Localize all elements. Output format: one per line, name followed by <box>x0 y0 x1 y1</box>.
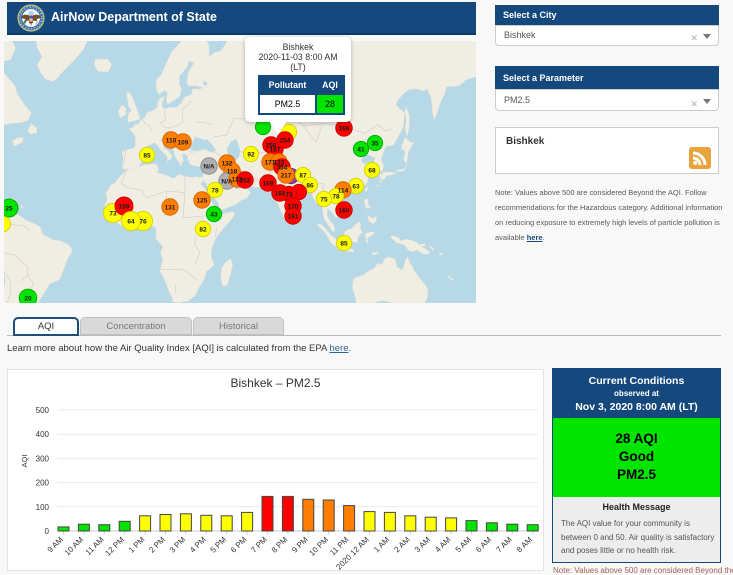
svg-text:114: 114 <box>338 187 349 194</box>
svg-text:10 PM: 10 PM <box>307 535 330 558</box>
svg-text:6 AM: 6 AM <box>474 535 493 554</box>
svg-text:7 PM: 7 PM <box>249 535 269 555</box>
svg-text:166: 166 <box>339 125 350 132</box>
svg-text:43: 43 <box>210 211 218 218</box>
svg-text:85: 85 <box>143 152 151 159</box>
svg-text:171: 171 <box>265 159 276 166</box>
svg-text:85: 85 <box>340 240 348 247</box>
svg-text:131: 131 <box>165 204 176 211</box>
svg-text:165: 165 <box>275 190 286 197</box>
svg-text:73: 73 <box>109 210 117 217</box>
svg-text:100: 100 <box>36 503 50 512</box>
svg-text:82: 82 <box>199 226 207 233</box>
svg-text:3 AM: 3 AM <box>413 535 432 554</box>
svg-text:187: 187 <box>270 146 281 153</box>
svg-text:78: 78 <box>211 187 219 194</box>
svg-text:8 PM: 8 PM <box>270 535 290 555</box>
svg-text:92: 92 <box>247 151 255 158</box>
svg-text:86: 86 <box>306 182 314 189</box>
svg-text:5 PM: 5 PM <box>209 535 229 555</box>
svg-text:254: 254 <box>280 137 291 144</box>
svg-text:300: 300 <box>36 454 50 463</box>
svg-text:156: 156 <box>266 142 277 149</box>
svg-text:73: 73 <box>285 191 293 198</box>
svg-text:217: 217 <box>281 172 292 179</box>
svg-text:160: 160 <box>339 207 350 214</box>
svg-text:2 PM: 2 PM <box>147 535 167 555</box>
svg-text:5 AM: 5 AM <box>454 535 473 554</box>
svg-text:118: 118 <box>227 168 238 175</box>
svg-text:78: 78 <box>332 193 340 200</box>
svg-text:132: 132 <box>222 160 233 167</box>
svg-text:10 AM: 10 AM <box>63 535 86 558</box>
svg-text:87: 87 <box>299 172 307 179</box>
svg-text:75: 75 <box>320 196 328 203</box>
svg-text:20: 20 <box>24 295 32 302</box>
svg-text:6 PM: 6 PM <box>229 535 249 555</box>
svg-text:8 AM: 8 AM <box>515 535 534 554</box>
svg-text:1 AM: 1 AM <box>372 535 391 554</box>
svg-text:159: 159 <box>119 203 130 210</box>
svg-text:N/A: N/A <box>221 178 233 185</box>
svg-text:132: 132 <box>232 176 243 183</box>
svg-text:64: 64 <box>127 218 135 225</box>
svg-text:400: 400 <box>36 430 50 439</box>
svg-text:AQI: AQI <box>20 455 29 468</box>
svg-text:354: 354 <box>277 164 288 171</box>
svg-text:169: 169 <box>263 180 274 187</box>
svg-text:125: 125 <box>197 197 208 204</box>
svg-text:25: 25 <box>5 205 13 212</box>
svg-text:109: 109 <box>178 139 189 146</box>
svg-text:161: 161 <box>288 213 299 220</box>
svg-text:2 AM: 2 AM <box>392 535 411 554</box>
svg-text:110: 110 <box>166 137 177 144</box>
svg-text:4 AM: 4 AM <box>433 535 452 554</box>
svg-text:1 PM: 1 PM <box>127 535 147 555</box>
svg-text:4 PM: 4 PM <box>188 535 208 555</box>
svg-text:3 PM: 3 PM <box>168 535 188 555</box>
svg-text:200: 200 <box>36 479 50 488</box>
svg-text:63: 63 <box>352 183 360 190</box>
svg-text:41: 41 <box>357 146 365 153</box>
svg-text:76: 76 <box>139 218 147 225</box>
svg-text:N/A: N/A <box>203 163 215 170</box>
svg-text:170: 170 <box>288 203 299 210</box>
svg-text:133: 133 <box>274 159 285 166</box>
svg-text:11 AM: 11 AM <box>84 535 106 557</box>
svg-text:68: 68 <box>368 167 376 174</box>
svg-text:500: 500 <box>36 406 50 415</box>
svg-text:12 PM: 12 PM <box>103 535 126 558</box>
svg-text:0: 0 <box>45 527 50 536</box>
svg-text:7 AM: 7 AM <box>494 535 513 554</box>
svg-text:252: 252 <box>240 177 251 184</box>
svg-text:35: 35 <box>371 140 379 147</box>
